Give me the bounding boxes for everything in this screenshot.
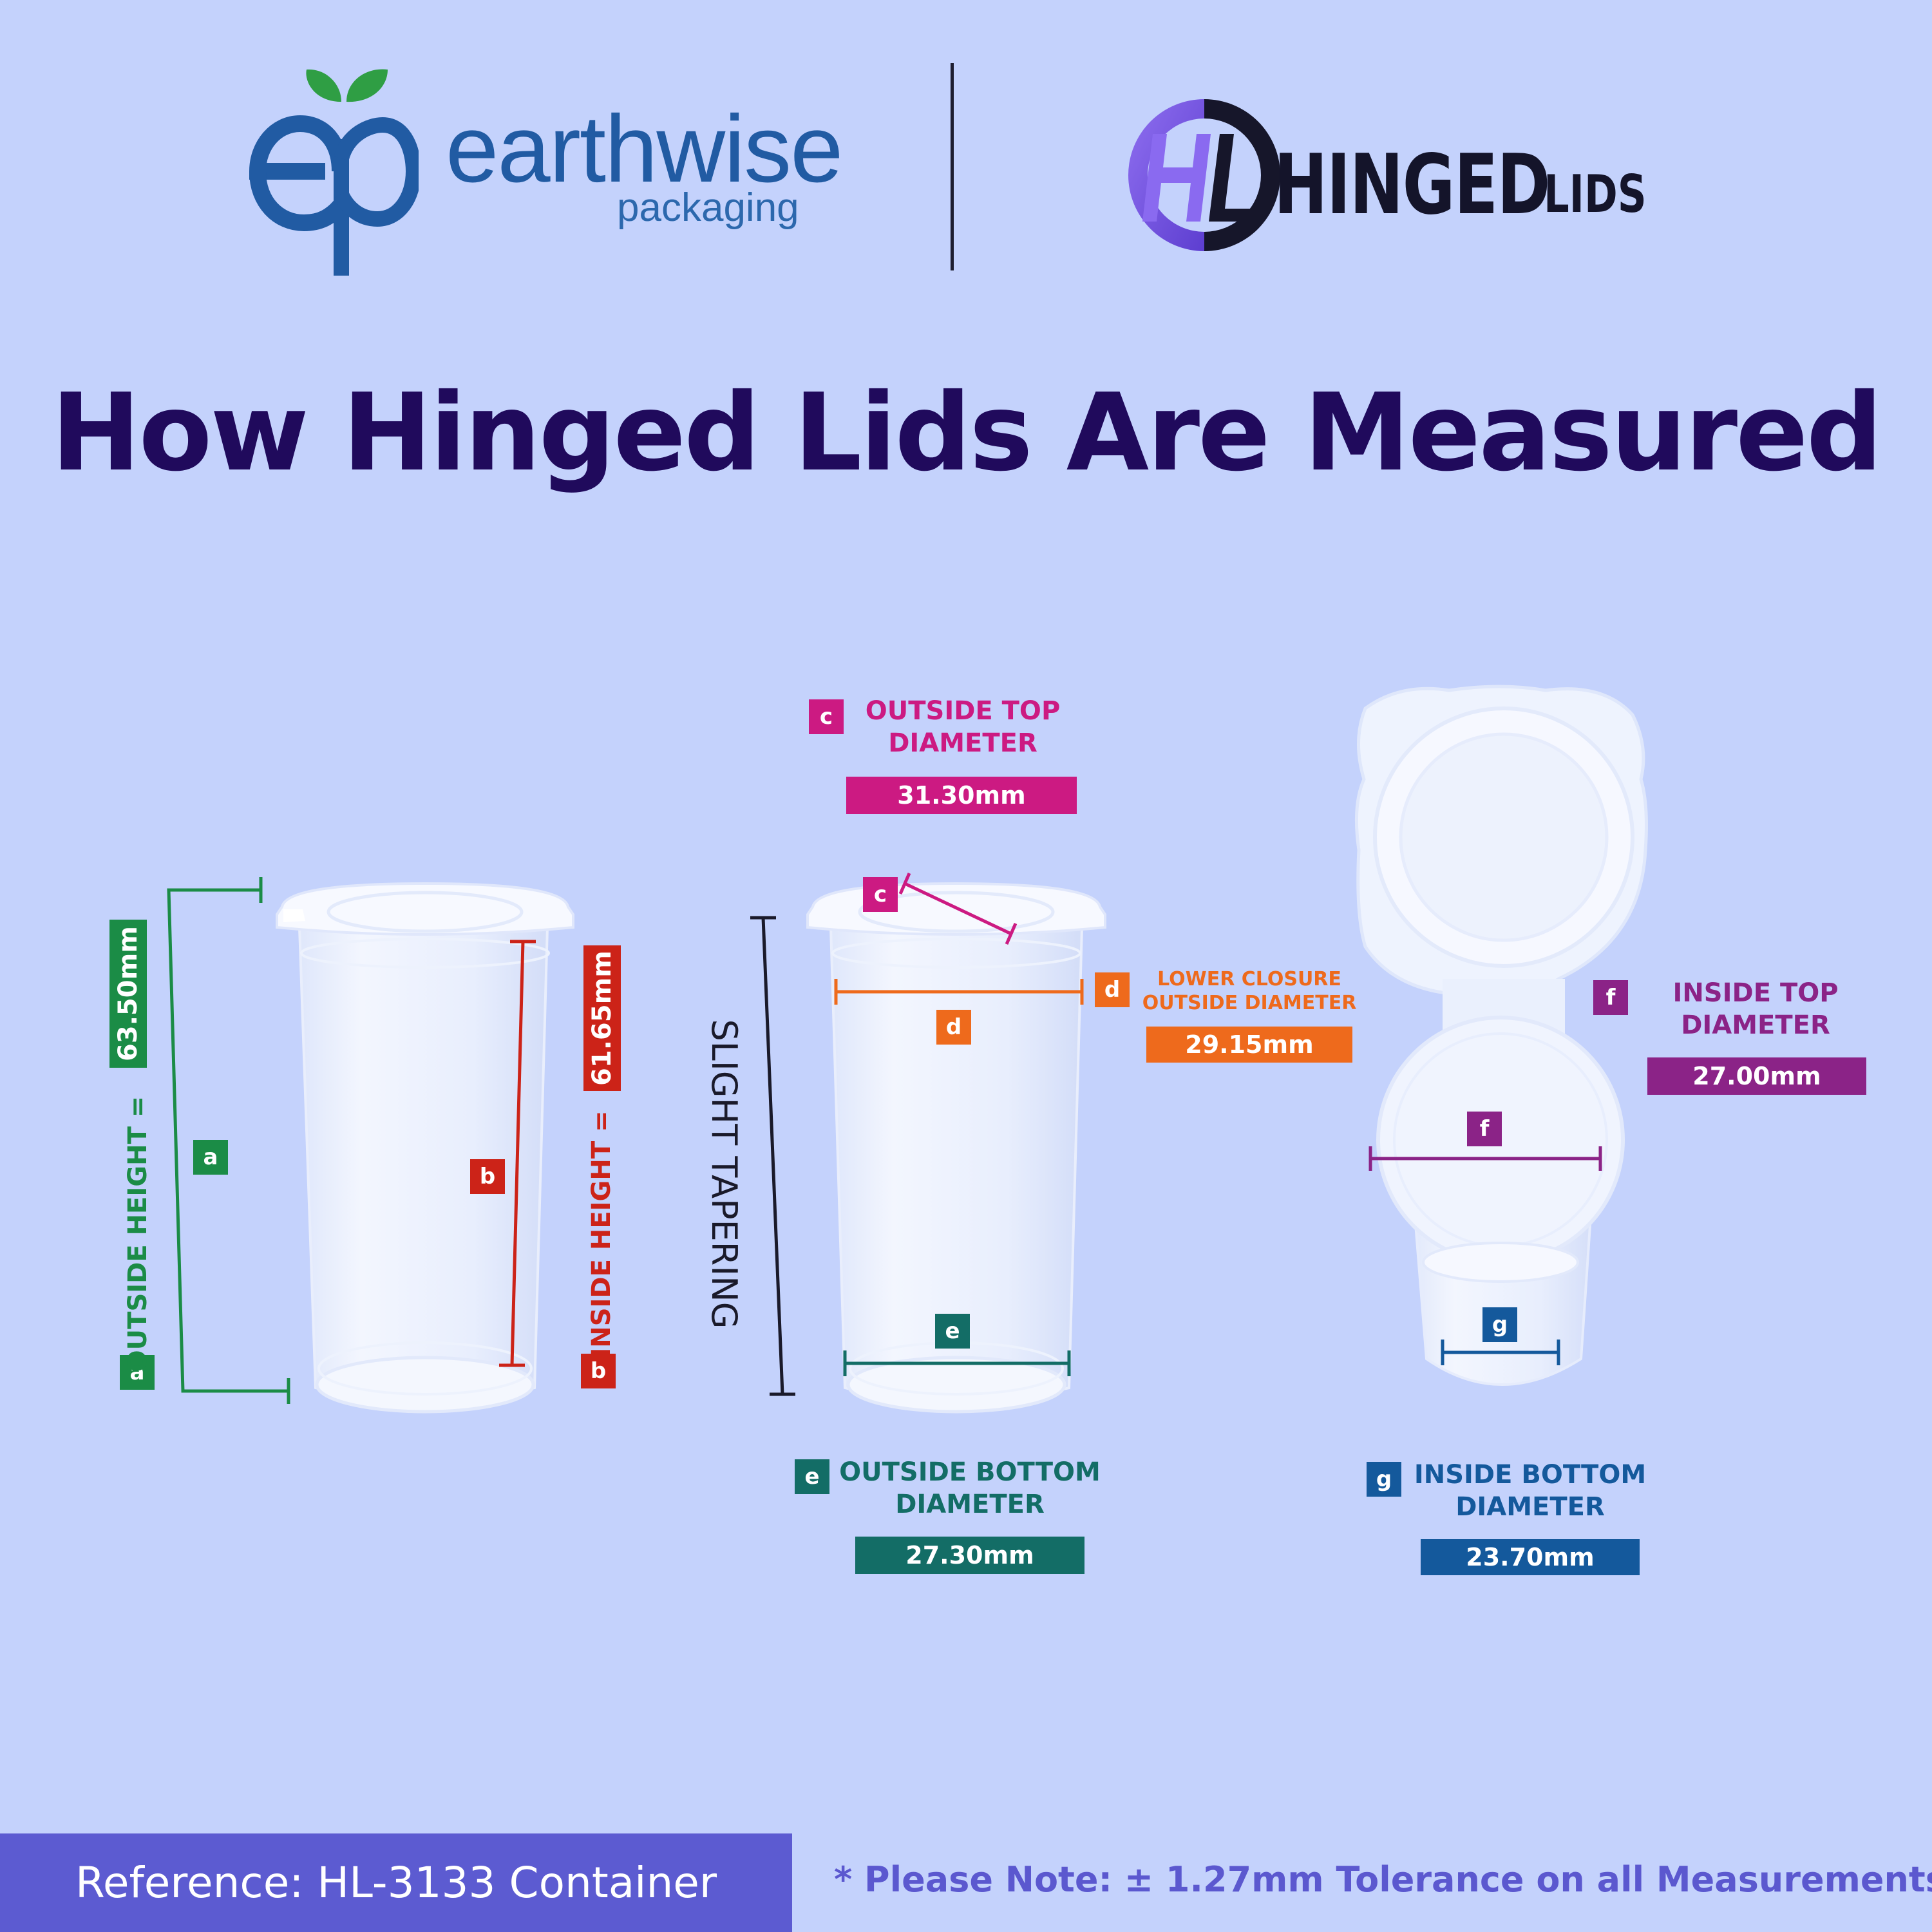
logo-divider [951, 63, 954, 270]
dimension-line-d [834, 979, 1084, 1005]
badge-g: g [1367, 1462, 1401, 1497]
label-e-line2: DIAMETER [895, 1489, 1045, 1519]
dimension-line-e [843, 1350, 1071, 1376]
earthwise-wordmark: earthwise [446, 96, 843, 202]
badge-a-mid: a [193, 1140, 228, 1175]
badge-e-diagram: e [935, 1314, 970, 1349]
label-f-line1: INSIDE TOP [1672, 978, 1839, 1008]
dimension-line-a [167, 877, 290, 1404]
tolerance-note: * Please Note: ± 1.27mm Tolerance on all… [834, 1859, 1932, 1900]
value-inside-height: 61.65mm [583, 945, 621, 1091]
label-inside-height: INSIDE HEIGHT = [587, 1110, 616, 1358]
badge-d: d [1095, 972, 1130, 1007]
dimension-line-c [898, 872, 1018, 945]
label-outside-bottom-diameter: OUTSIDE BOTTOM DIAMETER [835, 1457, 1105, 1520]
value-outside-bottom-diameter: 27.30mm [855, 1537, 1084, 1574]
badge-c: c [809, 699, 844, 734]
value-inside-bottom-diameter: 23.70mm [1421, 1539, 1640, 1575]
label-inside-bottom-diameter: INSIDE BOTTOM DIAMETER [1408, 1459, 1653, 1523]
badge-c-diagram: c [863, 877, 898, 912]
value-lower-closure-outside-diameter: 29.15mm [1146, 1027, 1352, 1063]
hinged-wordmark: HINGED [1274, 137, 1550, 233]
badge-d-diagram: d [936, 1010, 971, 1045]
label-outside-top-diameter: OUTSIDE TOP DIAMETER [844, 696, 1082, 759]
label-d-line2: OUTSIDE DIAMETER [1142, 992, 1357, 1015]
badge-b-mid: b [470, 1159, 505, 1194]
badge-f: f [1593, 980, 1628, 1015]
container-side-view [276, 882, 574, 1414]
label-c-line2: DIAMETER [888, 728, 1037, 758]
container-tapered-view [806, 882, 1106, 1414]
dimension-line-b [499, 940, 536, 1367]
value-inside-top-diameter: 27.00mm [1647, 1057, 1866, 1095]
dimension-line-g [1441, 1340, 1560, 1365]
containers-illustration [167, 685, 1648, 1414]
lids-wordmark: LIDS [1544, 164, 1647, 224]
label-d-line1: LOWER CLOSURE [1157, 968, 1341, 990]
dimension-line-tapering [750, 916, 795, 1396]
earthwise-logo-mark [249, 69, 419, 276]
dimension-line-f [1368, 1146, 1602, 1171]
value-outside-height: 63.50mm [109, 920, 147, 1068]
badge-a-bottom: a [120, 1355, 155, 1390]
container-top-view [1354, 685, 1648, 1386]
label-inside-top-diameter: INSIDE TOP DIAMETER [1640, 978, 1871, 1041]
label-g-line1: INSIDE BOTTOM [1414, 1460, 1647, 1490]
value-outside-top-diameter: 31.30mm [846, 777, 1077, 814]
badge-e: e [795, 1459, 829, 1494]
label-lower-closure-outside-diameter: LOWER CLOSURE OUTSIDE DIAMETER [1140, 967, 1359, 1015]
earthwise-subtitle: packaging [617, 185, 799, 230]
label-c-line1: OUTSIDE TOP [865, 696, 1061, 726]
label-f-line2: DIAMETER [1681, 1010, 1830, 1040]
label-e-line1: OUTSIDE BOTTOM [839, 1457, 1101, 1487]
reference-banner: Reference: HL-3133 Container [0, 1833, 792, 1932]
badge-g-diagram: g [1482, 1307, 1517, 1342]
label-g-line2: DIAMETER [1455, 1492, 1605, 1522]
page-title: How Hinged Lids Are Measured [51, 371, 1882, 495]
hinged-lids-logo-mark [1128, 99, 1280, 251]
badge-b-bottom: b [581, 1354, 616, 1388]
badge-f-diagram: f [1467, 1112, 1502, 1146]
label-outside-height: OUTSIDE HEIGHT = [123, 1095, 153, 1372]
label-slight-tapering: SLIGHT TAPERING [704, 1019, 745, 1329]
leaf-icon [306, 69, 388, 102]
